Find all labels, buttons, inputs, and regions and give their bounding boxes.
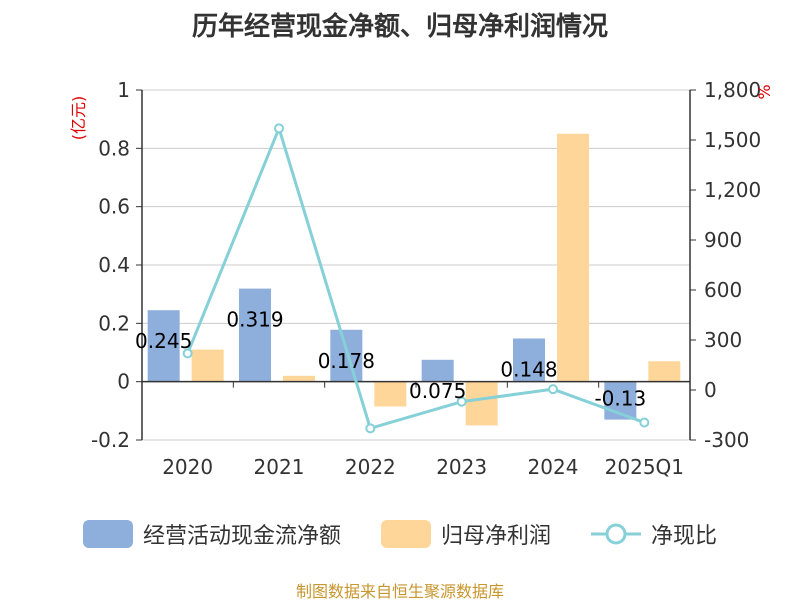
right-tick-label: 900 xyxy=(704,228,742,252)
legend-item-profit[interactable]: 归母净利润 xyxy=(380,518,551,550)
ratio-point xyxy=(456,396,467,407)
bar-profit xyxy=(557,133,589,382)
legend-label-profit: 归母净利润 xyxy=(440,524,551,549)
bar-cashflow xyxy=(330,329,363,382)
right-tick-label: 1,800 xyxy=(704,78,761,102)
legend-item-ratio[interactable]: 净现比 xyxy=(591,518,717,550)
right-tick-label: -300 xyxy=(704,428,749,452)
bar-cashflow xyxy=(513,338,545,382)
labels-layer: 0.245 0.319 0.178 0.075 0.148 -0.13 xyxy=(135,308,646,411)
chart-title: 历年经营现金净额、归母净利润情况 xyxy=(191,12,608,42)
axes-layer: -0.2 0 0.2 0.4 0.6 0.8 1 -300 0 300 600 900 1,200 1,5… xyxy=(91,78,761,479)
ratio-point xyxy=(274,123,284,134)
legend-swatch-profit xyxy=(380,520,431,548)
bar-data-label: 0.178 xyxy=(318,349,375,373)
legend-label-cashflow: 经营活动现金流净额 xyxy=(142,524,341,549)
legend: 经营活动现金流净额 归母净利润 净现比 xyxy=(0,518,800,550)
left-tick-label: 0.2 xyxy=(98,311,130,335)
ratio-point xyxy=(639,417,650,428)
source-note: 制图数据来自恒生聚源数据库 xyxy=(295,582,504,601)
right-axis-unit: % xyxy=(755,84,774,99)
left-tick-label: 1 xyxy=(117,78,130,102)
left-tick-label: 0.6 xyxy=(98,195,130,219)
x-tick-label: 2021 xyxy=(254,455,305,479)
x-tick-label: 2022 xyxy=(345,455,396,479)
bar-data-label: 0.319 xyxy=(226,308,283,332)
bar-data-label: 0.075 xyxy=(409,379,466,403)
x-tick-label: 2024 xyxy=(528,455,579,479)
legend-item-cashflow[interactable]: 经营活动现金流净额 xyxy=(82,518,341,550)
left-tick-label: 0.4 xyxy=(98,253,130,277)
bar-profit xyxy=(465,381,498,426)
bar-profit xyxy=(374,381,407,407)
bar-profit xyxy=(283,375,315,382)
ratio-point xyxy=(182,348,193,359)
left-tick-label: 0.8 xyxy=(98,136,130,160)
bar-cashflow xyxy=(421,359,454,382)
bar-data-label: 0.245 xyxy=(135,329,192,353)
ratio-point xyxy=(365,423,376,434)
bar-data-label: -0.13 xyxy=(594,387,646,411)
ratio-line xyxy=(186,123,645,431)
bar-data-label: 0.148 xyxy=(500,358,557,382)
ratio-point xyxy=(548,384,558,395)
bar-profit xyxy=(191,349,224,382)
bar-cashflow xyxy=(147,310,180,382)
line-layer xyxy=(182,123,650,434)
x-tick-label: 2025Q1 xyxy=(605,455,684,479)
legend-label-ratio: 净现比 xyxy=(651,524,718,549)
left-axis-unit: (亿元) xyxy=(69,96,88,141)
legend-swatch-cashflow xyxy=(82,520,133,548)
x-tick-label: 2020 xyxy=(162,455,213,479)
right-tick-label: 1,200 xyxy=(704,178,761,202)
right-tick-label: 300 xyxy=(704,328,742,352)
right-tick-label: 0 xyxy=(704,378,717,402)
right-tick-label: 600 xyxy=(704,278,742,302)
legend-swatch-ratio-icon xyxy=(591,523,641,545)
x-tick-label: 2023 xyxy=(436,455,487,479)
right-tick-label: 1,500 xyxy=(704,128,761,152)
left-tick-label: -0.2 xyxy=(91,428,130,452)
bars-layer xyxy=(147,133,681,426)
left-tick-label: 0 xyxy=(117,370,130,394)
bar-cashflow xyxy=(239,288,271,382)
bar-profit xyxy=(648,361,681,382)
